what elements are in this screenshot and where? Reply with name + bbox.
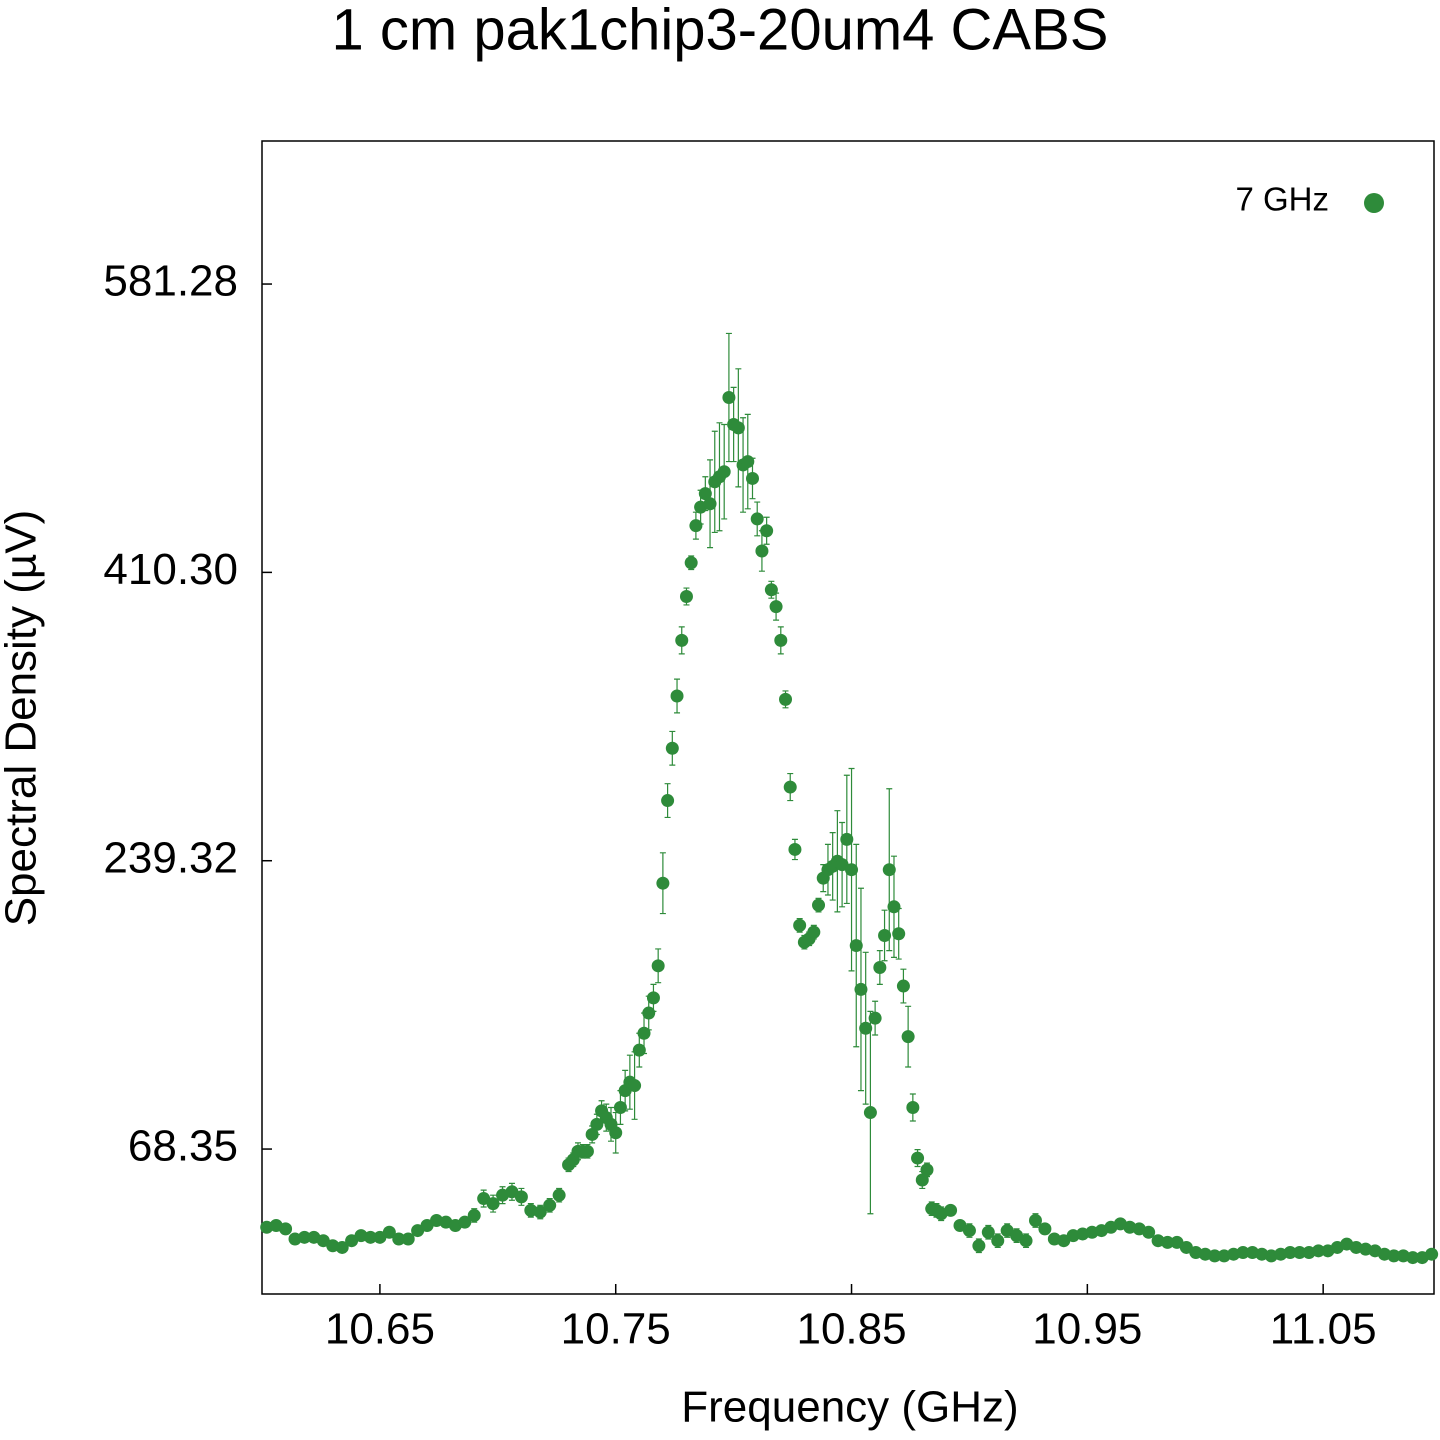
y-axis-label: Spectral Density (µV) (0, 510, 46, 927)
data-point (1387, 1249, 1401, 1263)
data-point (878, 928, 892, 942)
data-point (675, 633, 689, 647)
data-point (279, 1222, 293, 1236)
data-point (859, 1021, 873, 1035)
data-point (868, 1011, 882, 1025)
data-point (769, 600, 783, 614)
y-tick-label: 410.30 (103, 545, 238, 594)
data-point (661, 794, 675, 808)
data-point (774, 633, 788, 647)
x-tick-label: 11.05 (1270, 1305, 1377, 1354)
data-point (533, 1205, 547, 1219)
data-point (363, 1230, 377, 1244)
data-point (585, 1127, 599, 1141)
x-tick-label: 10.95 (1032, 1305, 1142, 1354)
data-point (760, 524, 774, 538)
data-point (514, 1190, 528, 1204)
data-point (944, 1203, 958, 1217)
data-point (1425, 1247, 1439, 1261)
data-point (580, 1144, 594, 1158)
x-tick-label: 10.65 (325, 1305, 435, 1354)
data-point (335, 1240, 349, 1254)
data-point (1283, 1246, 1297, 1260)
data-point (896, 979, 910, 993)
data-point (1293, 1246, 1307, 1260)
y-tick-label: 581.28 (103, 257, 238, 306)
data-point (651, 959, 665, 973)
data-point (609, 1126, 623, 1140)
data-point (642, 1006, 656, 1020)
plot-frame (261, 140, 1435, 1295)
data-point (646, 991, 660, 1005)
data-point (656, 876, 670, 890)
data-point (863, 1106, 877, 1120)
data-point (887, 900, 901, 914)
data-point (793, 918, 807, 932)
data-point (845, 863, 859, 877)
data-point (745, 471, 759, 485)
data-point (1236, 1246, 1250, 1260)
data-point (731, 421, 745, 435)
data-point (689, 519, 703, 533)
data-point (750, 512, 764, 526)
data-point (1208, 1249, 1222, 1263)
data-point (401, 1232, 415, 1246)
data-point (486, 1197, 500, 1211)
data-point (717, 465, 731, 479)
data-point (962, 1224, 976, 1238)
data-point (628, 1079, 642, 1093)
data-point (679, 589, 693, 603)
legend-marker (1364, 193, 1384, 213)
data-point (849, 939, 863, 953)
data-point (543, 1198, 557, 1212)
data-point (854, 982, 868, 996)
data-point (684, 556, 698, 570)
data-point (788, 842, 802, 856)
data-point (297, 1230, 311, 1244)
legend-label: 7 GHz (1235, 181, 1329, 218)
x-tick-label: 10.85 (796, 1305, 906, 1354)
data-point (892, 927, 906, 941)
x-tick-label: 10.75 (561, 1305, 671, 1354)
data-point (698, 487, 712, 501)
data-point (382, 1225, 396, 1239)
data-point (1028, 1213, 1042, 1227)
data-point (467, 1208, 481, 1222)
data-point (1161, 1235, 1175, 1249)
data-point (779, 692, 793, 706)
data-point (1311, 1244, 1325, 1258)
data-point (665, 741, 679, 755)
data-point (991, 1234, 1005, 1248)
data-point (901, 1030, 915, 1044)
data-point (1142, 1225, 1156, 1239)
data-point (722, 391, 736, 405)
data-point (812, 898, 826, 912)
data-point (392, 1232, 406, 1246)
chart-title: 1 cm pak1chip3-20um4 CABS (332, 0, 1109, 62)
data-point (670, 689, 684, 703)
x-axis-label: Frequency (GHz) (681, 1383, 1018, 1432)
data-point (1406, 1251, 1420, 1265)
data-point (783, 780, 797, 794)
y-tick-label: 68.35 (128, 1122, 238, 1171)
data-point (755, 544, 769, 558)
data-point (911, 1151, 925, 1165)
data-point (458, 1215, 472, 1229)
data-point (920, 1163, 934, 1177)
data-point (981, 1225, 995, 1239)
data-point (906, 1100, 920, 1114)
data-point (882, 863, 896, 877)
data-point (552, 1188, 566, 1202)
data-point (703, 497, 717, 511)
data-point (807, 925, 821, 939)
data-point (1038, 1222, 1052, 1236)
data-point (972, 1239, 986, 1253)
data-point (1019, 1234, 1033, 1248)
data-point (873, 961, 887, 975)
y-tick-label: 239.32 (103, 833, 238, 882)
data-point (840, 832, 854, 846)
